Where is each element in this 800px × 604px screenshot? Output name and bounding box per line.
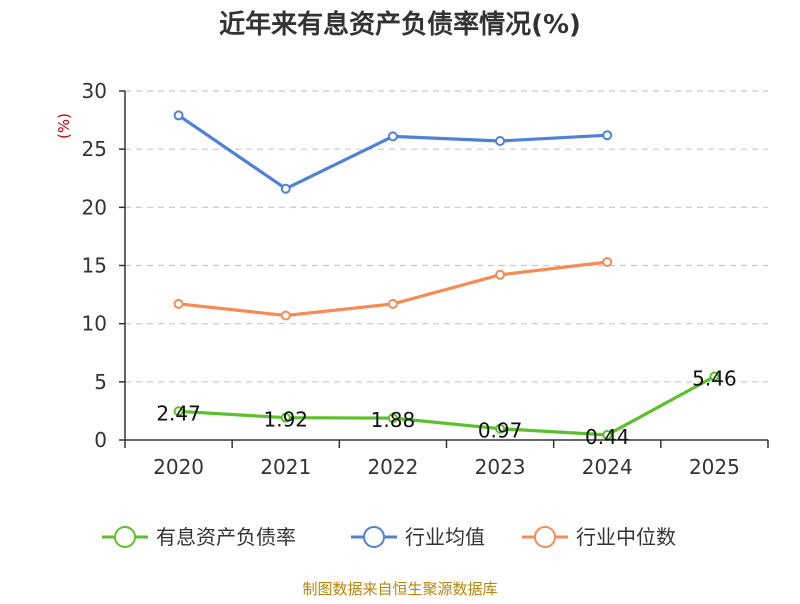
legend-marker	[114, 526, 136, 548]
y-tick-label: 20	[82, 195, 107, 219]
source-note: 制图数据来自恒生聚源数据库	[302, 580, 497, 598]
x-tick-label: 2025	[689, 455, 740, 479]
legend-label: 行业中位数	[576, 525, 676, 549]
data-point	[495, 269, 506, 280]
data-label: 1.92	[263, 408, 308, 432]
gridlines	[125, 90, 768, 383]
x-tick-label: 2023	[475, 455, 526, 479]
chart-title: 近年来有息资产负债率情况(%)	[219, 9, 581, 40]
data-label: 0.44	[585, 425, 630, 449]
data-point	[387, 131, 398, 142]
data-point	[173, 298, 184, 309]
data-point	[280, 183, 291, 194]
legend-label: 行业均值	[405, 525, 485, 549]
legend-item[interactable]: 行业中位数	[522, 525, 676, 549]
series-line	[177, 374, 716, 437]
data-point	[495, 136, 506, 147]
x-tick-label: 2020	[153, 455, 204, 479]
data-label: 5.46	[692, 366, 737, 390]
legend[interactable]: 有息资产负债率 行业均值 行业中位数	[102, 525, 676, 549]
legend-item[interactable]: 行业均值	[351, 525, 485, 549]
data-point	[602, 130, 613, 141]
data-label: 2.47	[156, 401, 201, 425]
data-label: 1.88	[371, 408, 416, 432]
data-point	[280, 310, 291, 321]
data-label: 0.97	[478, 419, 523, 443]
legend-item[interactable]: 有息资产负债率	[102, 525, 296, 549]
x-tick-label: 2024	[582, 455, 633, 479]
legend-marker	[363, 526, 385, 548]
data-labels: 2.47 1.92 1.88 0.97 0.44 5.46	[156, 366, 736, 448]
legend-marker	[534, 526, 556, 548]
data-point	[387, 413, 398, 424]
data-point	[173, 406, 184, 417]
x-tick-label: 2022	[367, 455, 418, 479]
data-point	[602, 257, 613, 268]
y-tick-label: 15	[82, 254, 107, 278]
series-lines	[173, 110, 720, 440]
series-line	[177, 113, 609, 191]
legend-label: 有息资产负债率	[156, 525, 296, 549]
data-point	[387, 298, 398, 309]
y-axis-unit-label: (%)	[55, 113, 73, 139]
data-point	[602, 429, 613, 440]
data-point	[173, 110, 184, 121]
y-tick-label: 10	[82, 312, 107, 336]
data-point	[280, 412, 291, 423]
y-tick-label: 0	[94, 428, 107, 452]
y-tick-label: 5	[94, 370, 107, 394]
x-tick-label: 2021	[260, 455, 311, 479]
y-tick-label: 25	[82, 137, 107, 161]
data-point	[495, 423, 506, 434]
data-point	[709, 371, 720, 382]
y-tick-label: 30	[82, 79, 107, 103]
